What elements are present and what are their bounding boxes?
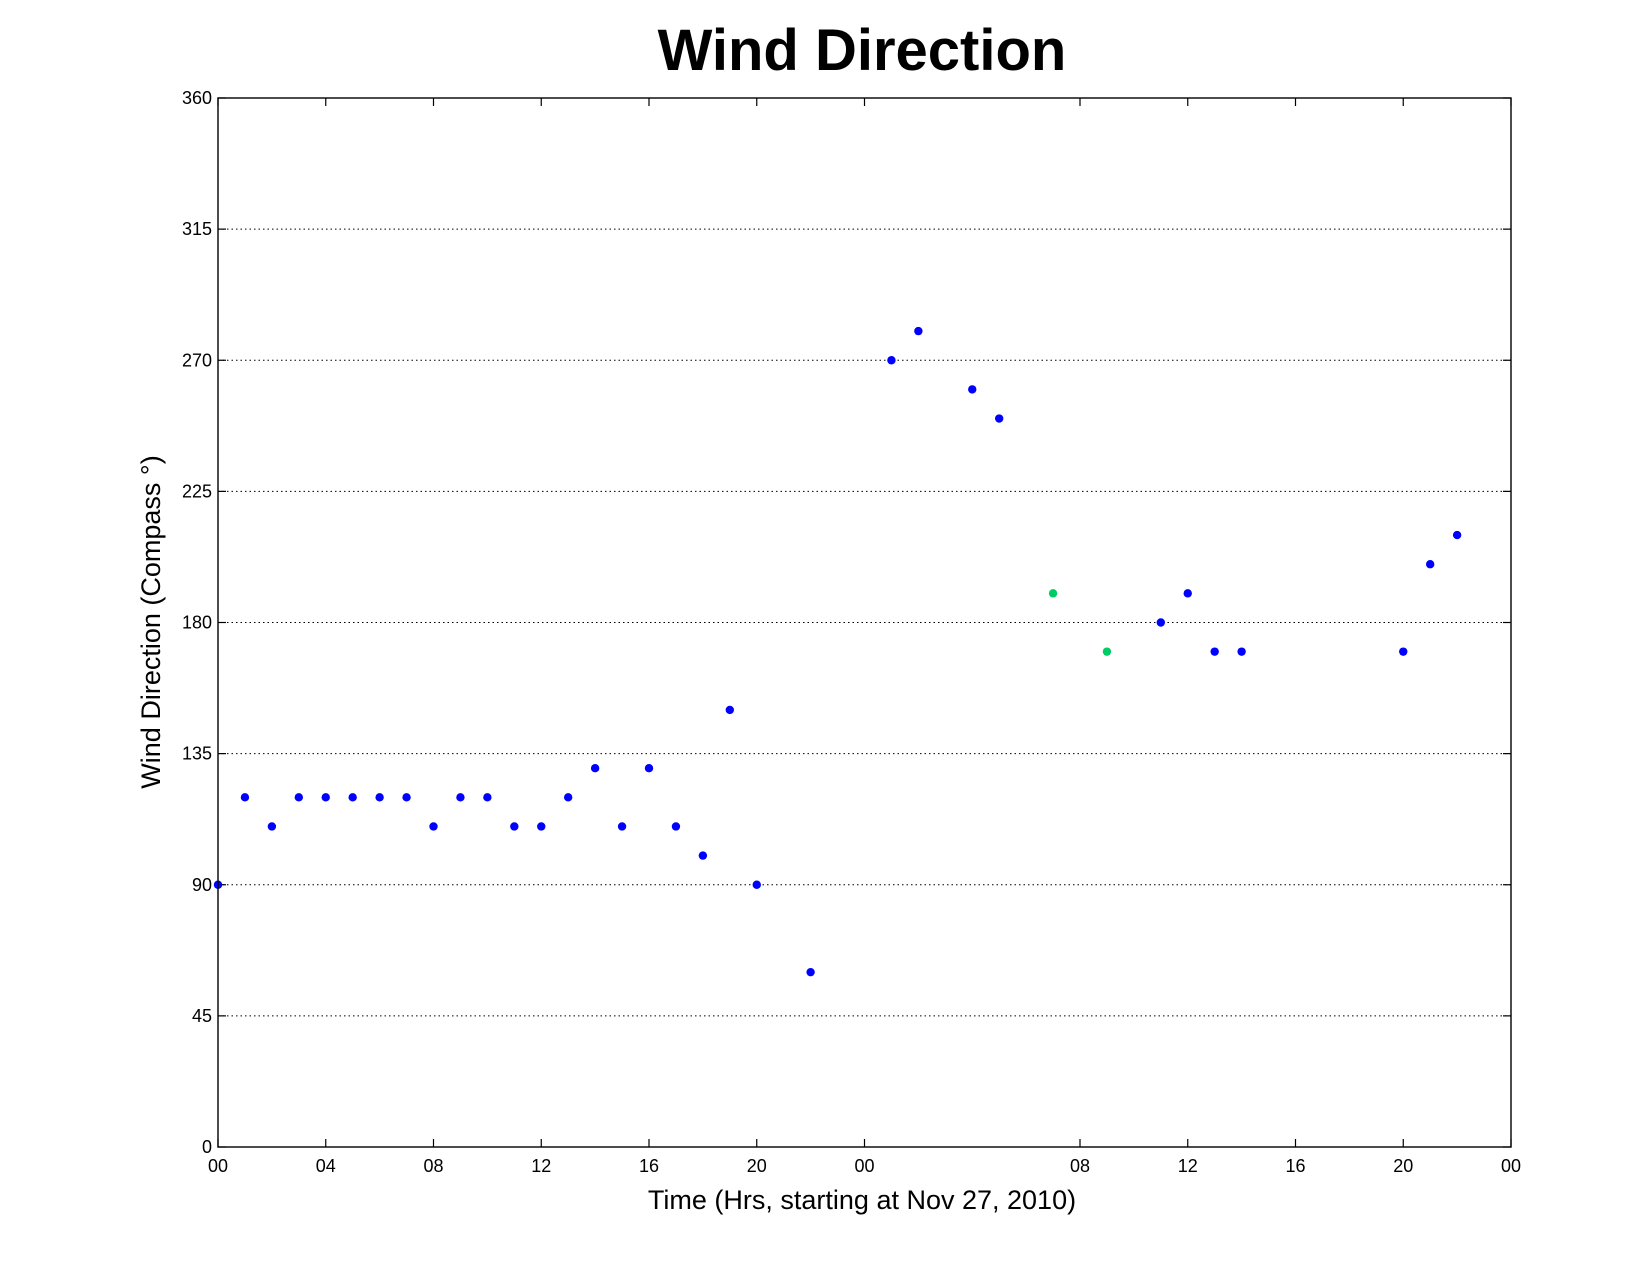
x-tick-label: 16: [639, 1156, 659, 1176]
data-point-series-1: [1183, 589, 1192, 598]
data-point-series-1: [1399, 647, 1408, 656]
data-point-series-1: [321, 793, 330, 802]
data-point-series-1: [375, 793, 384, 802]
data-point-series-1: [537, 822, 546, 831]
data-point-series-2: [1102, 647, 1112, 656]
x-axis-ticks: 00 04 08 12 16 20 00 08 12 16 20 00: [208, 98, 1521, 1176]
data-point-series-1: [483, 793, 492, 802]
y-tick-label: 180: [182, 613, 212, 633]
x-tick-label: 20: [747, 1156, 767, 1176]
x-tick-label: 08: [423, 1156, 443, 1176]
y-tick-label: 270: [182, 350, 212, 370]
x-tick-label: 00: [208, 1156, 228, 1176]
data-point-series-1: [671, 822, 681, 831]
y-tick-label: 360: [182, 88, 212, 108]
data-point-series-1: [1210, 647, 1219, 656]
data-point-series-1: [1452, 530, 1462, 540]
data-point-series-1: [1156, 618, 1166, 627]
data-point-series-1: [806, 967, 815, 977]
data-point-series-1: [725, 705, 735, 715]
x-tick-label: 12: [531, 1156, 551, 1176]
data-point-series-1: [698, 851, 708, 860]
data-point-series-1: [590, 763, 600, 773]
y-tick-label: 135: [182, 744, 212, 764]
data-point-series-1: [1425, 560, 1435, 569]
x-tick-label: 08: [1070, 1156, 1090, 1176]
data-point-series-1: [429, 822, 438, 831]
y-tick-label: 90: [192, 875, 212, 895]
x-tick-label: 04: [316, 1156, 336, 1176]
y-axis-label: Wind Direction (Compass °): [136, 455, 166, 788]
data-point-series-1: [644, 763, 654, 773]
data-point-series-1: [752, 880, 761, 889]
data-point-series-1: [402, 793, 411, 802]
data-point-series-1: [348, 793, 357, 802]
data-point-series-1: [267, 822, 277, 831]
axes-box: [217, 97, 1512, 1148]
data-point-series-2: [1048, 589, 1058, 598]
chart-title: Wind Direction: [658, 18, 1067, 83]
plot-area: [218, 98, 1511, 1147]
data-point-series-1: [914, 326, 923, 336]
y-tick-label: 225: [182, 481, 212, 501]
data-point-series-1: [1237, 647, 1246, 656]
data-point-series-1: [510, 822, 519, 831]
x-tick-label: 00: [1501, 1156, 1521, 1176]
y-tick-label: 315: [182, 219, 212, 239]
data-point-series-1: [456, 793, 465, 802]
x-tick-label: 00: [854, 1156, 874, 1176]
x-tick-label: 20: [1393, 1156, 1413, 1176]
data-point-series-1: [294, 793, 304, 802]
data-point-series-1: [240, 793, 250, 802]
x-axis-label: Time (Hrs, starting at Nov 27, 2010): [648, 1185, 1076, 1215]
data-point-series-1: [887, 356, 896, 365]
data-point-series-1: [994, 414, 1004, 423]
y-tick-label: 0: [202, 1137, 212, 1157]
x-tick-label: 16: [1285, 1156, 1305, 1176]
data-points: [213, 326, 1462, 977]
data-point-series-1: [563, 793, 573, 802]
x-tick-label: 12: [1178, 1156, 1198, 1176]
y-tick-label: 45: [192, 1006, 212, 1026]
data-point-series-1: [617, 822, 627, 831]
data-point-series-1: [968, 385, 977, 394]
